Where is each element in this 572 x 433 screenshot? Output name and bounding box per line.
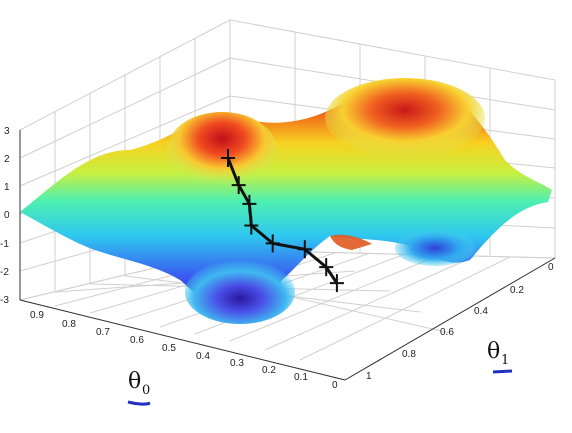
descent-step-marker — [329, 274, 344, 293]
x-tick-label: 0.9 — [30, 310, 44, 321]
axis-lines — [19, 130, 556, 381]
z-tick-label: 3 — [4, 126, 10, 137]
x-tick-label: 0.1 — [294, 372, 308, 383]
z-tick-label: -1 — [0, 239, 9, 250]
y-tick-label: 0.2 — [510, 285, 524, 296]
x-tick-label: 0 — [332, 380, 338, 391]
z-tick-label: 2 — [4, 154, 10, 165]
x-tick-label: 0.8 — [62, 319, 76, 330]
cost-surface — [20, 78, 552, 324]
descent-step-marker — [265, 234, 280, 253]
z-tick-label: -2 — [0, 267, 9, 278]
descent-step-marker — [297, 240, 312, 259]
z-tick-label: 0 — [4, 210, 10, 221]
x-tick-label: 0.6 — [130, 335, 144, 346]
x-axis-label-subscript: 0 — [142, 383, 150, 398]
descent-step-marker — [221, 149, 235, 167]
x-axis-label-underline — [127, 400, 151, 406]
descent-step-marker — [242, 194, 257, 213]
descent-path-line — [226, 157, 339, 284]
y-tick-label: 0.4 — [474, 306, 488, 317]
x-axis-label: θ 0 — [127, 369, 151, 406]
y-tick-label: 0 — [548, 262, 554, 273]
descent-step-marker — [244, 216, 259, 235]
y-tick-label: 0.6 — [440, 327, 454, 338]
x-tick-label: 0.5 — [162, 343, 176, 354]
x-tick-label: 0.2 — [262, 365, 276, 376]
x-tick-label: 0.7 — [96, 327, 110, 338]
x-tick-label: 0.4 — [196, 351, 210, 362]
y-tick-label: 1 — [366, 371, 372, 382]
z-tick-label: 1 — [4, 182, 10, 193]
x-tick-labels: 0.9 0.8 0.7 0.6 0.5 0.4 0.3 0.2 0.1 0 — [30, 310, 338, 391]
y-axis-label: θ 1 — [487, 339, 513, 374]
z-tick-labels: 3 2 1 0 -1 -2 -3 — [0, 126, 10, 306]
y-tick-labels: 0 0.2 0.4 0.6 0.8 1 — [366, 262, 554, 382]
z-tick-label: -3 — [0, 295, 9, 306]
y-axis-label-symbol: θ — [487, 339, 500, 364]
x-axis-label-symbol: θ — [128, 369, 141, 394]
y-axis-label-underline — [492, 369, 513, 374]
descent-path — [221, 149, 344, 293]
y-axis-label-subscript: 1 — [501, 353, 509, 368]
y-tick-label: 0.8 — [402, 349, 416, 360]
descent-step-marker — [231, 176, 246, 195]
descent-step-marker — [319, 258, 334, 277]
x-tick-label: 0.3 — [230, 358, 244, 369]
